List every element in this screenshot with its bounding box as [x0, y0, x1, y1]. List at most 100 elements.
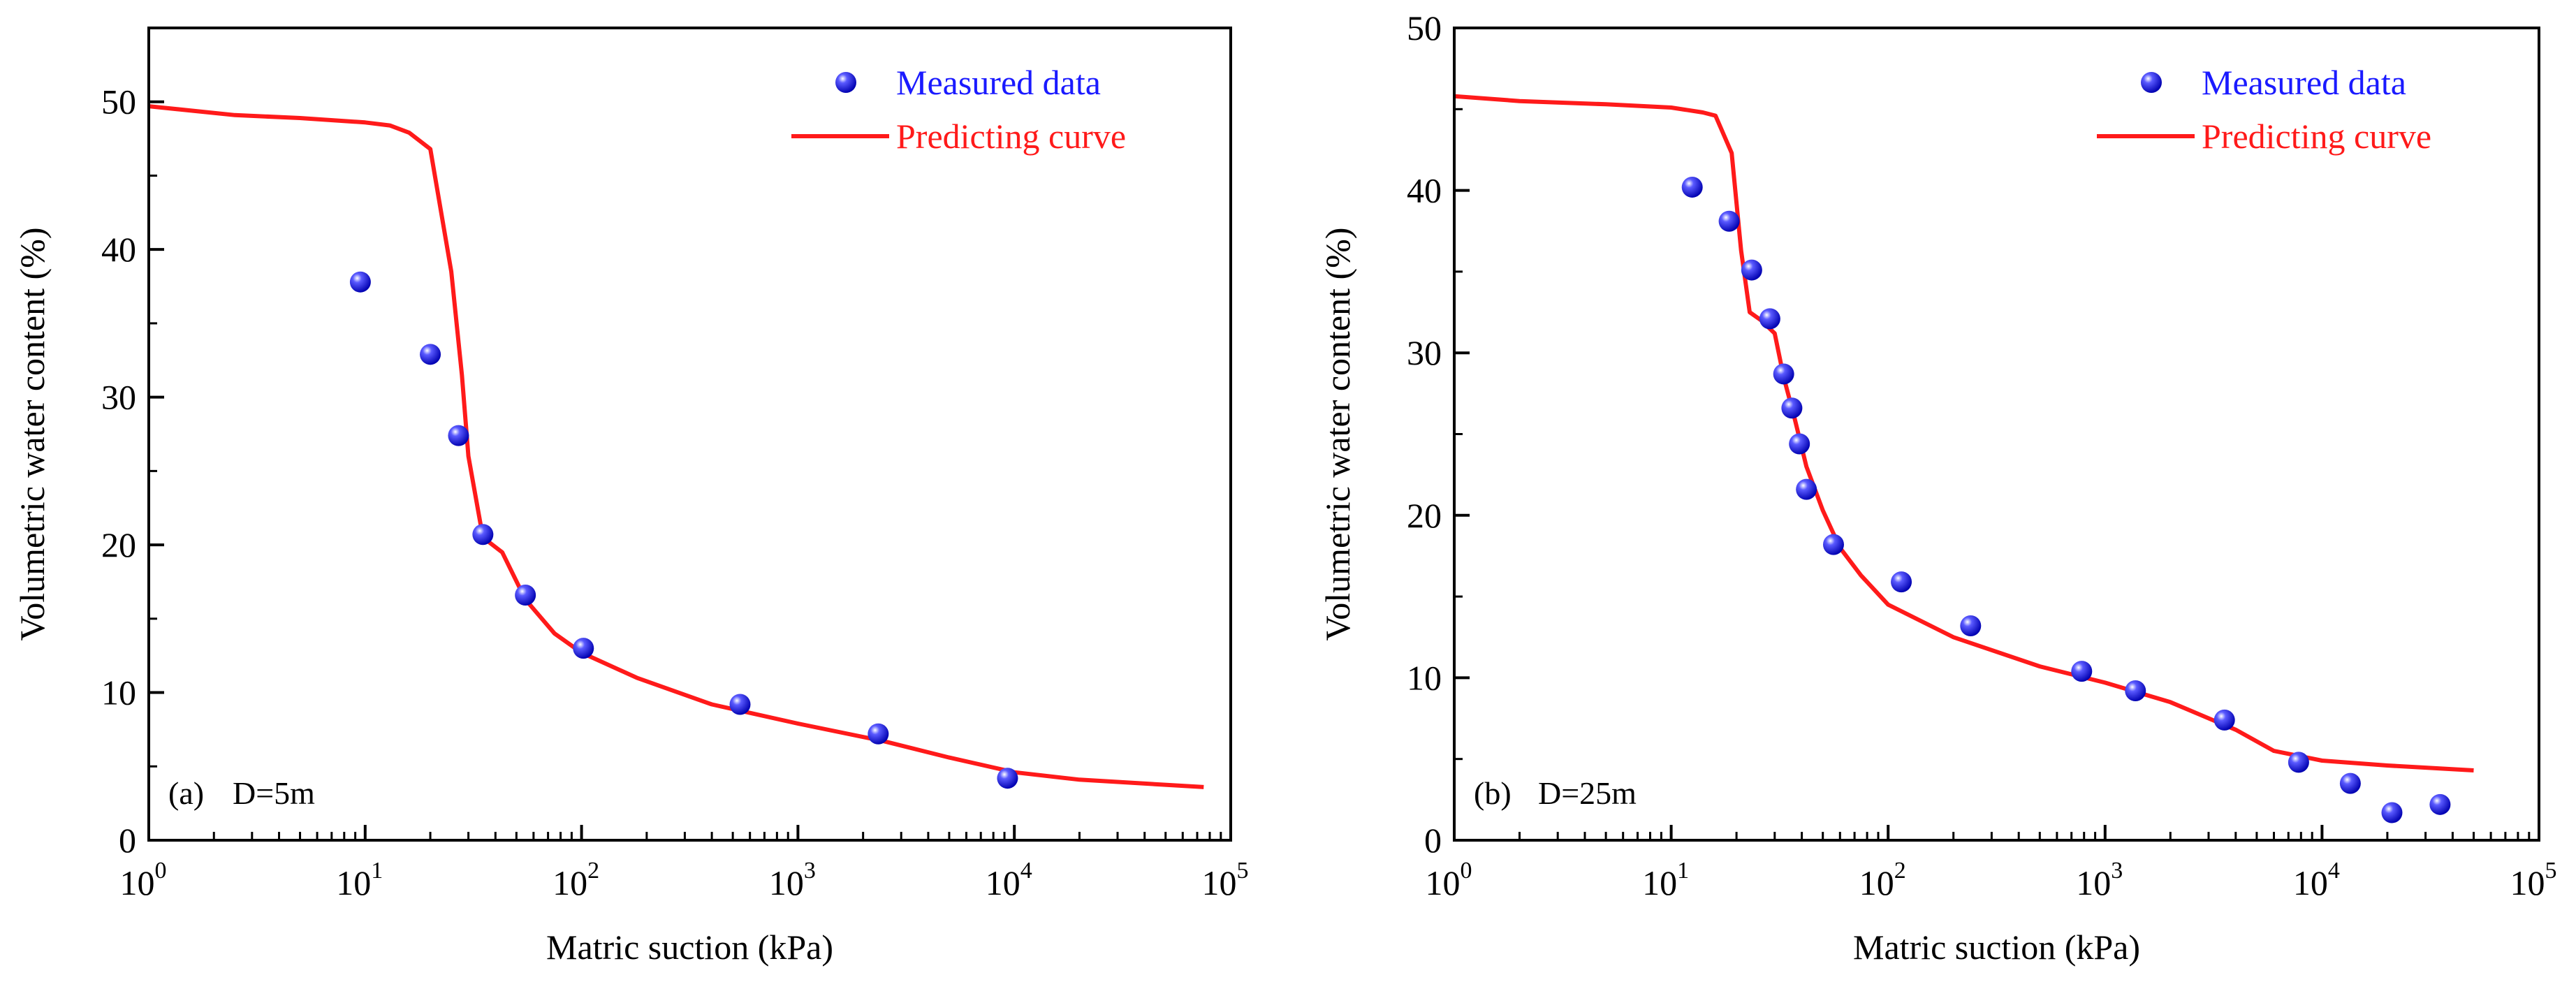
legend-label-predicted: Predicting curve — [896, 117, 1126, 156]
y-tick-label: 40 — [1407, 171, 1442, 210]
y-axis-label: Volumetric water content (%) — [1318, 228, 1357, 641]
x-tick-label: 100 — [120, 858, 167, 902]
x-tick-label: 102 — [1859, 858, 1906, 902]
panel-label: (b) — [1474, 775, 1512, 811]
x-tick-label: 100 — [1426, 858, 1472, 902]
legend-label-measured: Measured data — [896, 63, 1101, 102]
x-tick-label: 101 — [1642, 858, 1689, 902]
x-tick-label-base: 10 — [986, 863, 1020, 902]
legend-marker-measured — [835, 72, 856, 93]
x-tick-label-base: 10 — [552, 863, 587, 902]
x-tick-label-exponent: 0 — [155, 858, 167, 884]
x-tick-label-exponent: 5 — [1237, 858, 1249, 884]
x-tick-label-base: 10 — [1202, 863, 1237, 902]
x-tick-label-exponent: 5 — [2545, 858, 2557, 884]
x-axis-label: Matric suction (kPa) — [546, 928, 833, 967]
measured-data-point — [1741, 259, 1762, 281]
measured-data-point — [1759, 308, 1780, 330]
x-tick-label-base: 10 — [1642, 863, 1677, 902]
measured-data-point — [729, 694, 751, 715]
x-tick-label-exponent: 1 — [1677, 858, 1689, 884]
x-tick-label: 104 — [986, 858, 1032, 902]
x-tick-label-base: 10 — [336, 863, 371, 902]
y-tick-label: 30 — [1407, 333, 1442, 372]
measured-data-point — [2071, 661, 2093, 682]
measured-data-point — [515, 584, 536, 606]
measured-data-point — [1718, 210, 1740, 232]
x-tick-label: 105 — [1202, 858, 1249, 902]
y-tick-label: 20 — [101, 525, 136, 564]
legend: Measured data Predicting curve — [2097, 63, 2431, 156]
x-axis-label: Matric suction (kPa) — [1853, 928, 2140, 967]
measured-data-point — [1773, 363, 1794, 385]
measured-data-point — [448, 425, 469, 446]
x-tick-label-exponent: 4 — [2328, 858, 2340, 884]
x-tick-label-base: 10 — [2510, 863, 2545, 902]
measured-data-point — [420, 344, 441, 365]
x-tick-label: 103 — [769, 858, 816, 902]
x-tick-label-base: 10 — [769, 863, 804, 902]
x-tick-label-exponent: 2 — [1894, 858, 1906, 884]
panel-depth-label: D=5m — [233, 775, 315, 811]
y-tick-label: 0 — [119, 821, 136, 860]
x-tick-label: 104 — [2293, 858, 2340, 902]
y-tick-label: 10 — [1407, 658, 1442, 697]
measured-data-point — [1681, 176, 1703, 198]
x-tick-label-exponent: 0 — [1461, 858, 1472, 884]
measured-data-point — [1796, 478, 1817, 500]
x-tick-label-exponent: 3 — [804, 858, 816, 884]
x-tick-label: 105 — [2510, 858, 2557, 902]
measured-data-point — [868, 723, 889, 745]
x-tick-label: 102 — [552, 858, 599, 902]
x-tick-label-base: 10 — [1426, 863, 1461, 902]
plot-layer — [1454, 94, 2474, 823]
measured-data-point — [1822, 534, 1844, 555]
x-tick-label: 101 — [336, 858, 383, 902]
measured-data-point — [2125, 680, 2146, 702]
x-tick-label-exponent: 2 — [587, 858, 599, 884]
x-tick-label-base: 10 — [120, 863, 155, 902]
y-tick-label: 0 — [1424, 821, 1442, 860]
measured-data-point — [472, 524, 494, 545]
plot-frame — [147, 27, 1232, 842]
measured-data-point — [349, 271, 371, 293]
y-tick-label: 40 — [101, 230, 136, 269]
measured-data-point — [2213, 709, 2235, 731]
x-tick-label-base: 10 — [2293, 863, 2328, 902]
predicting-curve-line — [1454, 94, 2474, 772]
predicting-curve-line — [148, 104, 1204, 789]
legend-marker-measured — [2141, 72, 2162, 93]
x-tick-label-exponent: 3 — [2111, 858, 2123, 884]
measured-data-point — [1891, 571, 1912, 593]
y-tick-label: 20 — [1407, 496, 1442, 535]
x-tick-label-exponent: 4 — [1020, 858, 1032, 884]
measured-data-point — [997, 768, 1018, 789]
x-tick-label-base: 10 — [1859, 863, 1894, 902]
legend-label-predicted: Predicting curve — [2202, 117, 2431, 156]
measured-data-point — [2429, 793, 2451, 815]
measured-data-point — [2381, 802, 2403, 823]
measured-data-point — [1789, 433, 1810, 455]
y-tick-label: 30 — [101, 378, 136, 417]
legend: Measured data Predicting curve — [791, 63, 1126, 156]
panel-annotation: (a) D=5m — [168, 775, 315, 811]
legend-label-measured: Measured data — [2202, 63, 2406, 102]
panel-depth-label: D=25m — [1538, 775, 1637, 811]
x-tick-label-base: 10 — [2076, 863, 2111, 902]
measured-data-point — [573, 638, 594, 659]
panel-label: (a) — [168, 775, 204, 811]
panel-annotation: (b) D=25m — [1474, 775, 1637, 811]
y-axis-label: Volumetric water content (%) — [13, 228, 52, 641]
y-tick-label: 10 — [101, 673, 136, 712]
x-tick-label: 103 — [2076, 858, 2123, 902]
x-tick-label-exponent: 1 — [371, 858, 383, 884]
measured-data-point — [2339, 772, 2361, 794]
y-tick-label: 50 — [101, 82, 136, 122]
measured-data-point — [2288, 752, 2309, 773]
plot-layer — [148, 104, 1204, 789]
